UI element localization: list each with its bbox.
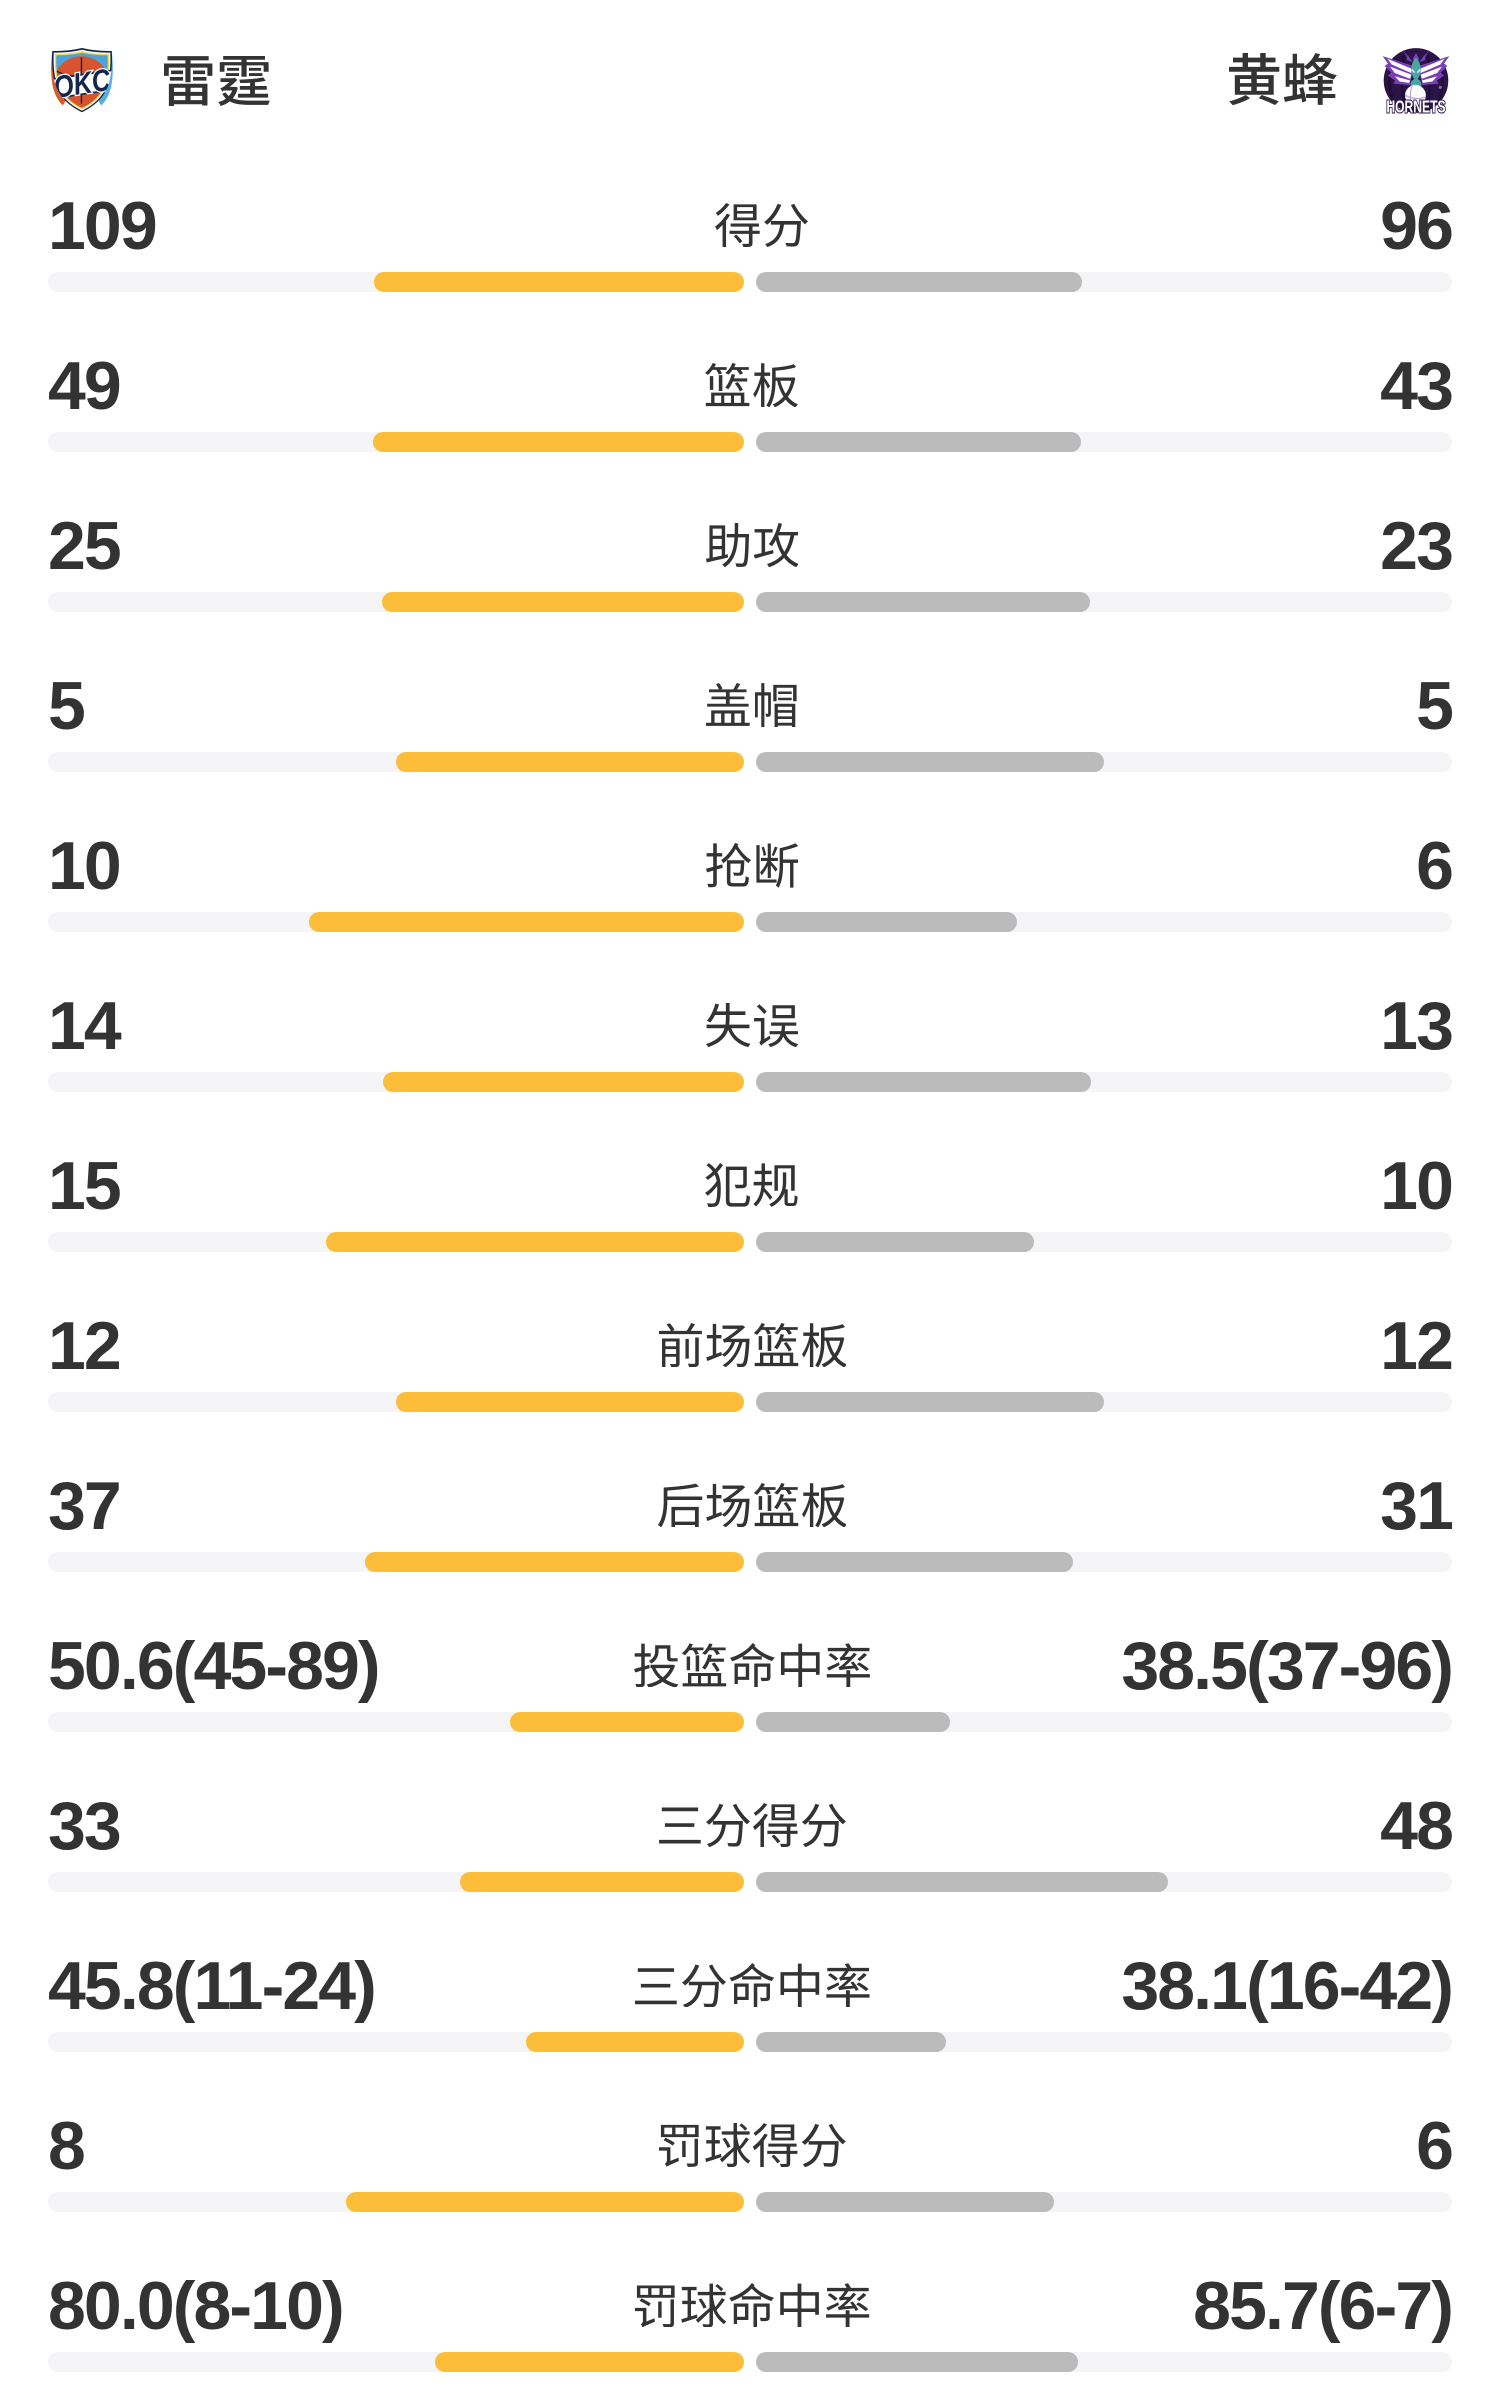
svg-text:HORNETS: HORNETS xyxy=(1386,96,1445,116)
